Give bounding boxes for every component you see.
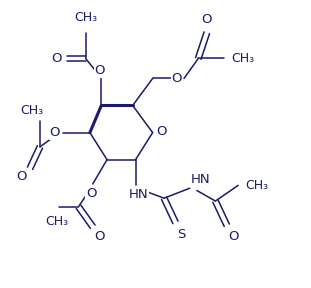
Text: O: O: [202, 13, 212, 26]
Text: HN: HN: [128, 188, 148, 201]
Text: CH₃: CH₃: [20, 104, 43, 117]
Text: S: S: [177, 228, 185, 241]
Text: O: O: [49, 126, 60, 139]
Text: CH₃: CH₃: [231, 52, 254, 65]
Text: CH₃: CH₃: [45, 215, 69, 228]
Text: HN: HN: [191, 173, 211, 186]
Text: O: O: [172, 72, 182, 85]
Text: CH₃: CH₃: [245, 179, 268, 192]
Text: O: O: [17, 170, 27, 183]
Text: O: O: [228, 230, 239, 242]
Text: O: O: [156, 125, 167, 138]
Text: O: O: [94, 230, 105, 242]
Text: CH₃: CH₃: [74, 11, 97, 24]
Text: O: O: [86, 187, 97, 200]
Text: O: O: [51, 52, 61, 65]
Text: O: O: [95, 64, 105, 77]
